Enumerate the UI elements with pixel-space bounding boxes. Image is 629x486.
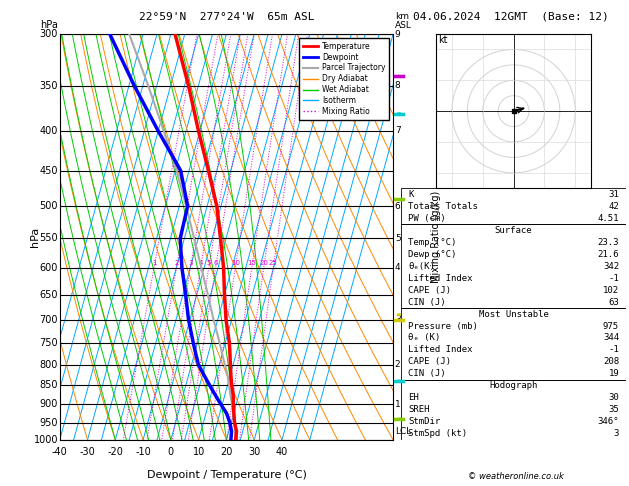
Text: 19: 19 [608, 369, 619, 379]
Text: CAPE (J): CAPE (J) [408, 286, 451, 295]
Text: Hodograph: Hodograph [489, 382, 538, 390]
Text: 500: 500 [40, 201, 58, 211]
Text: StmDir: StmDir [408, 417, 440, 426]
Text: θₑ(K): θₑ(K) [408, 261, 435, 271]
Text: © weatheronline.co.uk: © weatheronline.co.uk [468, 472, 564, 481]
Text: 850: 850 [40, 380, 58, 390]
Text: 04.06.2024  12GMT  (Base: 12): 04.06.2024 12GMT (Base: 12) [413, 12, 609, 22]
Text: -20: -20 [108, 447, 123, 457]
Text: 40: 40 [276, 447, 288, 457]
Text: 400: 400 [40, 126, 58, 136]
Text: 650: 650 [40, 290, 58, 300]
Text: 350: 350 [40, 81, 58, 91]
Text: 5: 5 [395, 234, 401, 243]
Text: 750: 750 [40, 338, 58, 348]
Text: 8: 8 [395, 82, 401, 90]
Legend: Temperature, Dewpoint, Parcel Trajectory, Dry Adiabat, Wet Adiabat, Isotherm, Mi: Temperature, Dewpoint, Parcel Trajectory… [299, 38, 389, 120]
Text: 102: 102 [603, 286, 619, 295]
Bar [401, 308, 626, 380]
Text: 23.3: 23.3 [598, 238, 619, 246]
Text: 342: 342 [603, 261, 619, 271]
Text: 300: 300 [40, 29, 58, 39]
Text: 3: 3 [188, 260, 192, 266]
Text: 7: 7 [395, 126, 401, 136]
Text: -1: -1 [608, 274, 619, 282]
Text: LCL: LCL [395, 427, 411, 436]
Bar [401, 380, 626, 440]
Text: hPa: hPa [30, 227, 40, 247]
Text: 900: 900 [40, 399, 58, 409]
Text: 346°: 346° [598, 417, 619, 426]
Text: km
ASL: km ASL [395, 12, 411, 30]
Text: 1000: 1000 [33, 435, 58, 445]
Text: Totals Totals: Totals Totals [408, 202, 478, 211]
Text: 25: 25 [269, 260, 277, 266]
Text: Lifted Index: Lifted Index [408, 346, 472, 354]
Text: Surface: Surface [495, 226, 532, 235]
Text: 4: 4 [395, 263, 401, 272]
Text: Mixing Ratio (g/kg): Mixing Ratio (g/kg) [431, 191, 442, 283]
Text: 344: 344 [603, 333, 619, 343]
Text: 42: 42 [608, 202, 619, 211]
Text: Dewp (°C): Dewp (°C) [408, 250, 457, 259]
Text: 208: 208 [603, 358, 619, 366]
Text: 550: 550 [40, 233, 58, 243]
Text: -10: -10 [135, 447, 151, 457]
Text: kt: kt [438, 35, 447, 45]
Text: 5: 5 [206, 260, 211, 266]
Text: θₑ (K): θₑ (K) [408, 333, 440, 343]
Text: 6: 6 [213, 260, 218, 266]
Text: 800: 800 [40, 360, 58, 370]
Text: 63: 63 [608, 297, 619, 307]
Text: 22°59'N  277°24'W  65m ASL: 22°59'N 277°24'W 65m ASL [138, 12, 314, 22]
Text: 31: 31 [608, 190, 619, 199]
Text: CAPE (J): CAPE (J) [408, 358, 451, 366]
Text: 3: 3 [395, 315, 401, 324]
Text: 30: 30 [608, 393, 619, 402]
Text: 10: 10 [231, 260, 240, 266]
Text: PW (cm): PW (cm) [408, 214, 446, 223]
Text: K: K [408, 190, 413, 199]
Text: 450: 450 [40, 166, 58, 175]
Text: 2: 2 [395, 360, 401, 369]
Text: 4: 4 [198, 260, 203, 266]
Text: 975: 975 [603, 322, 619, 330]
Text: -30: -30 [80, 447, 96, 457]
Text: 9: 9 [395, 30, 401, 38]
Text: Lifted Index: Lifted Index [408, 274, 472, 282]
Text: -1: -1 [608, 346, 619, 354]
Text: Temp (°C): Temp (°C) [408, 238, 457, 246]
Text: 950: 950 [40, 417, 58, 428]
Text: CIN (J): CIN (J) [408, 369, 446, 379]
Text: 4.51: 4.51 [598, 214, 619, 223]
Text: 30: 30 [248, 447, 260, 457]
Bar [401, 224, 626, 308]
Text: hPa: hPa [40, 20, 58, 30]
Bar [401, 188, 626, 224]
Text: EH: EH [408, 393, 419, 402]
Text: 1: 1 [395, 400, 401, 409]
Text: Most Unstable: Most Unstable [479, 310, 548, 318]
Text: SREH: SREH [408, 405, 430, 415]
Text: 6: 6 [395, 202, 401, 211]
Text: Pressure (mb): Pressure (mb) [408, 322, 478, 330]
Text: StmSpd (kt): StmSpd (kt) [408, 429, 467, 438]
Text: 600: 600 [40, 262, 58, 273]
Text: 2: 2 [174, 260, 179, 266]
Text: 10: 10 [192, 447, 205, 457]
Text: 700: 700 [40, 314, 58, 325]
Text: CIN (J): CIN (J) [408, 297, 446, 307]
Text: 3: 3 [614, 429, 619, 438]
Text: 0: 0 [168, 447, 174, 457]
Text: Dewpoint / Temperature (°C): Dewpoint / Temperature (°C) [147, 470, 306, 480]
Text: 21.6: 21.6 [598, 250, 619, 259]
Text: 20: 20 [220, 447, 233, 457]
Text: 15: 15 [247, 260, 256, 266]
Text: 35: 35 [608, 405, 619, 415]
Text: 20: 20 [259, 260, 268, 266]
Text: 1: 1 [152, 260, 156, 266]
Text: -40: -40 [52, 447, 68, 457]
